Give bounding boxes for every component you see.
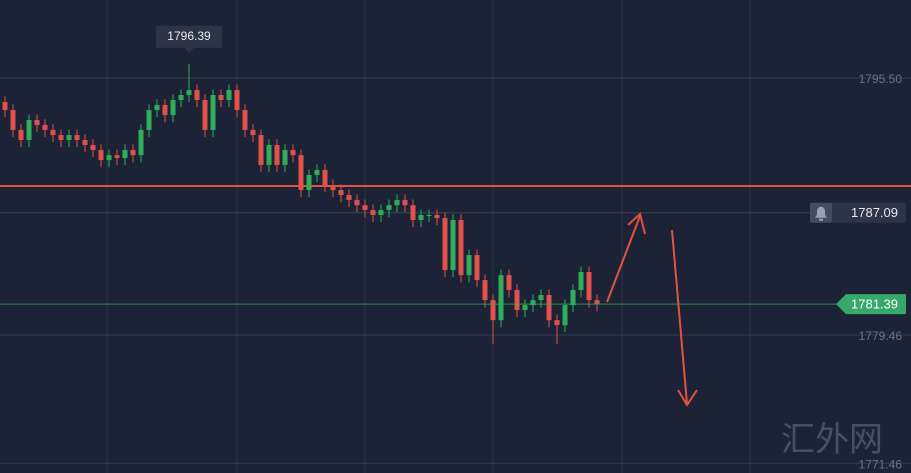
y-tick-label: 1795.50 — [859, 72, 903, 86]
candle-body — [474, 255, 480, 281]
arrow-down-head — [677, 389, 698, 407]
candle-body — [98, 149, 104, 161]
candle-body — [370, 210, 376, 216]
candle-body — [554, 320, 560, 326]
candle-body — [162, 104, 168, 116]
arrow-up — [606, 215, 641, 303]
candle-body — [402, 199, 408, 206]
candle-body — [530, 300, 536, 306]
candle-body — [394, 199, 400, 206]
candle-body — [330, 185, 336, 191]
candle-body — [586, 272, 592, 301]
candle-body — [498, 275, 504, 321]
candle-body — [562, 305, 568, 326]
vertical-grid — [106, 0, 751, 473]
watermark: 汇外网 — [781, 420, 883, 460]
candle-body — [146, 110, 152, 130]
candle-body — [34, 120, 40, 125]
bell-icon — [815, 206, 827, 221]
candle-body — [138, 129, 144, 156]
candle-body — [226, 90, 232, 100]
arrow-up-head — [627, 212, 646, 235]
candle-body — [154, 104, 160, 111]
candle-body — [250, 129, 256, 136]
candle-body — [522, 305, 528, 311]
price-label: 1781.39 — [851, 297, 898, 312]
candle-body — [122, 149, 128, 158]
candle-body — [106, 155, 112, 161]
candle-body — [194, 90, 200, 100]
candle-body — [42, 124, 48, 130]
candle-body — [458, 219, 464, 276]
candle-body — [186, 90, 192, 96]
candle-body — [2, 102, 8, 111]
candle-body — [274, 145, 280, 166]
candle-body — [282, 149, 288, 166]
candle-body — [482, 280, 488, 301]
candle-body — [170, 99, 176, 116]
candle-body — [514, 290, 520, 311]
candle-body — [354, 199, 360, 206]
plot: 1795.50 1779.46 1771.46 1787.09 1781.39 1796.… — [0, 25, 911, 471]
candle-body — [66, 135, 72, 141]
candle-body — [298, 155, 304, 191]
candle-body — [218, 95, 224, 100]
y-tick-label: 1771.46 — [859, 457, 903, 471]
arrow-down — [671, 229, 688, 405]
candle-body — [434, 215, 440, 219]
y-tick-label: 1779.46 — [859, 329, 903, 343]
candle-body — [442, 218, 448, 270]
candle-body — [82, 140, 88, 146]
candle-body — [210, 95, 216, 130]
candle-body — [58, 135, 64, 141]
candle-body — [242, 110, 248, 130]
candle-body — [314, 170, 320, 175]
candle-body — [90, 145, 96, 150]
candle-body — [546, 294, 552, 321]
candle-body — [450, 219, 456, 270]
candle-body — [506, 275, 512, 291]
candle-body — [410, 205, 416, 220]
arrows — [606, 212, 698, 407]
candle-body — [538, 294, 544, 301]
alert-box — [810, 202, 906, 223]
candle-body — [234, 90, 240, 111]
candle-body — [178, 95, 184, 100]
candle-body — [50, 129, 56, 136]
high-marker-label: 1796.39 — [167, 29, 211, 43]
candle-body — [18, 129, 24, 141]
candle-body — [386, 205, 392, 211]
candle-body — [266, 145, 272, 166]
candle-body — [26, 120, 32, 141]
candle-body — [378, 210, 384, 216]
candle-body — [578, 272, 584, 291]
candle-body — [466, 255, 472, 276]
candle-body — [570, 290, 576, 306]
candle-body — [490, 300, 496, 321]
candle-body — [322, 170, 328, 186]
candle-body — [594, 300, 600, 305]
price-box — [836, 294, 906, 315]
candle-body — [258, 135, 264, 166]
candle-body — [426, 215, 432, 217]
candle-body — [202, 99, 208, 130]
alert-label: 1787.09 — [851, 205, 898, 220]
candle-body — [114, 155, 120, 158]
candle-body — [290, 149, 296, 156]
high-marker-box — [156, 25, 222, 53]
candle-body — [338, 190, 344, 196]
candle-body — [74, 135, 80, 141]
candle-body — [346, 195, 352, 200]
candle-body — [306, 174, 312, 191]
candle-body — [362, 205, 368, 211]
candle-body — [130, 149, 136, 156]
candle-body — [418, 215, 424, 220]
candle-body — [10, 110, 16, 130]
